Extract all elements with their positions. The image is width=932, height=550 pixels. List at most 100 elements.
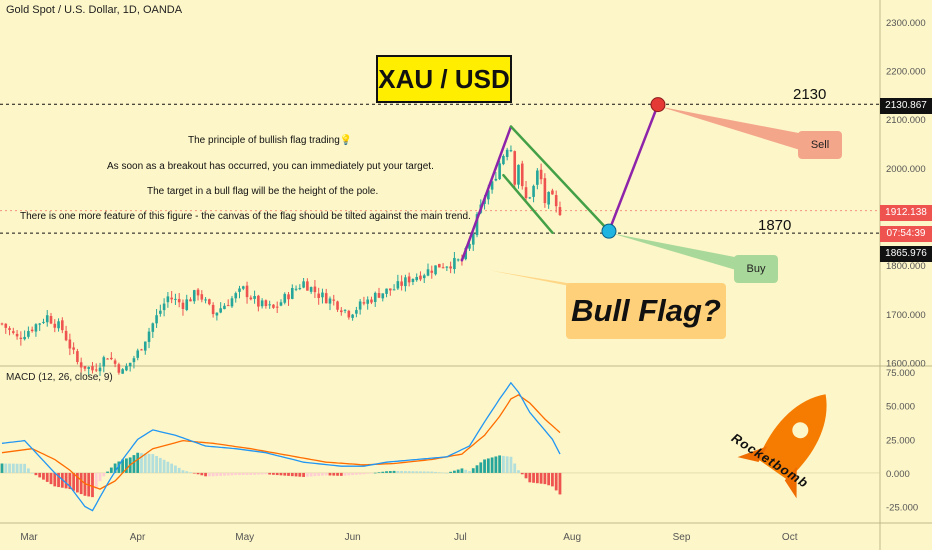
flag-pole-line (460, 125, 513, 262)
candle-body (554, 195, 558, 207)
macd-histogram-bar (94, 472, 98, 490)
candle-body (502, 156, 505, 165)
macd-histogram-bar (328, 472, 332, 476)
candle-body (532, 185, 535, 197)
macd-histogram-bar (358, 472, 362, 475)
candle-body (536, 170, 539, 185)
macd-histogram-bar (98, 472, 102, 481)
candle-body (381, 293, 385, 299)
macd-histogram-bar (136, 452, 140, 473)
macd-histogram-bar (351, 472, 355, 476)
candle-body (68, 339, 72, 349)
macd-histogram-bar (234, 472, 238, 476)
candle-body (366, 299, 369, 304)
macd-histogram-bar (272, 472, 275, 475)
candle-body (328, 298, 332, 304)
macd-histogram-bar (38, 472, 42, 478)
candle-body (238, 288, 241, 292)
price-tick-label: 1600.000 (886, 359, 926, 370)
macd-histogram-bar (8, 463, 11, 473)
candle-body (415, 276, 418, 281)
macd-histogram-bar (468, 471, 471, 473)
candle-body (57, 321, 60, 329)
macd-histogram-bar (200, 472, 204, 476)
macd-histogram-bar (189, 472, 192, 473)
candle-body (106, 358, 109, 360)
candle-body (487, 190, 490, 200)
macd-histogram-bar (4, 463, 8, 473)
candle-body (377, 293, 381, 298)
candle-body (241, 286, 245, 289)
candle-body (94, 369, 98, 371)
candle-body (422, 275, 426, 279)
candle-body (558, 207, 562, 216)
macd-histogram-bar (381, 471, 385, 473)
price-tick-label: 2200.000 (886, 67, 926, 78)
macd-histogram-bar (68, 472, 72, 490)
macd-histogram-bar (475, 465, 479, 473)
macd-tick-label: -25.000 (886, 503, 918, 514)
candle-body (223, 305, 226, 310)
candle-body (12, 331, 15, 333)
macd-histogram-bar (373, 472, 377, 474)
macd-histogram-bar (535, 472, 539, 484)
macd-histogram-bar (415, 471, 419, 473)
candle-body (215, 312, 219, 316)
macd-histogram-bar (483, 459, 486, 473)
macd-histogram-bar (174, 465, 177, 473)
candle-body (249, 297, 253, 300)
candle-body (91, 366, 94, 371)
time-axis-label: Oct (782, 532, 798, 543)
candle-body (396, 281, 400, 289)
macd-histogram-bar (147, 453, 151, 473)
macd-histogram-bar (275, 472, 279, 476)
candle-body (143, 341, 147, 351)
macd-histogram-bar (125, 458, 128, 473)
candle-body (219, 308, 222, 313)
macd-histogram-bar (343, 472, 347, 476)
macd-histogram-bar (0, 463, 4, 473)
macd-histogram-bar (23, 463, 27, 473)
candle-body (23, 336, 26, 340)
macd-histogram-bar (362, 472, 366, 475)
macd-histogram-bar (241, 472, 245, 476)
candle-body (336, 301, 339, 310)
macd-histogram-bar (211, 472, 215, 477)
macd-tick-label: 75.000 (886, 368, 915, 379)
macd-histogram-bar (551, 472, 554, 487)
candle-body (113, 360, 117, 364)
macd-histogram-bar (324, 472, 328, 476)
candle-body (140, 349, 143, 351)
candle-body (294, 288, 298, 290)
candle-body (351, 314, 354, 318)
macd-histogram-bar (294, 472, 298, 477)
macd-histogram-bar (170, 463, 174, 473)
macd-histogram-bar (528, 472, 532, 483)
candle-body (208, 299, 211, 305)
candle-body (445, 266, 449, 268)
macd-histogram-bar (57, 472, 60, 488)
macd-histogram-bar (256, 472, 260, 475)
price-tick-label: 2100.000 (886, 115, 926, 126)
macd-histogram-bar (177, 467, 181, 473)
candle-body (64, 330, 68, 341)
candle-body (332, 299, 336, 301)
candle-body (438, 263, 441, 268)
macd-histogram-bar (494, 456, 498, 473)
price-tick-label: 2300.000 (886, 18, 926, 29)
candle-body (430, 270, 434, 273)
candle-body (302, 281, 305, 288)
candle-body (324, 293, 328, 304)
candle-body (385, 288, 388, 294)
candle-body (449, 266, 452, 269)
macd-histogram-bar (49, 472, 53, 485)
macd-histogram-bar (279, 472, 283, 476)
price-tick-label: 1700.000 (886, 310, 926, 321)
candle-body (471, 233, 475, 245)
candle-body (551, 190, 554, 195)
macd-histogram-bar (166, 461, 170, 473)
macd-histogram-bar (445, 472, 449, 474)
macd-histogram-bar (437, 472, 441, 473)
macd-histogram-bar (513, 463, 517, 473)
